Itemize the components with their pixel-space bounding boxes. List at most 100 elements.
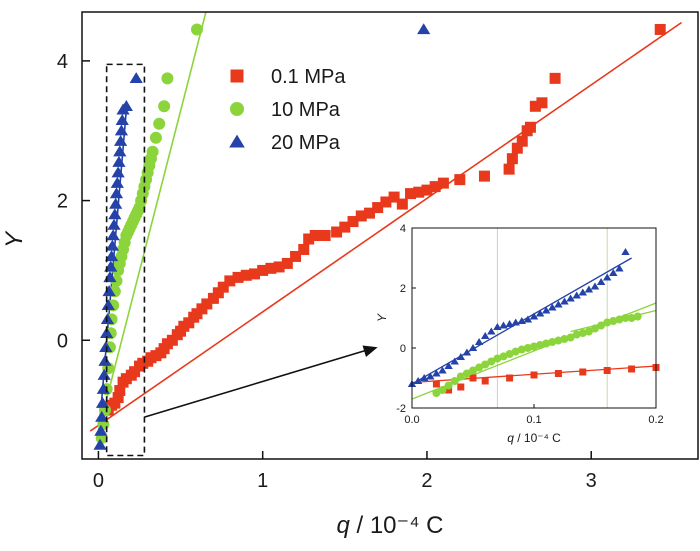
x-tick-label: 1 <box>257 470 268 492</box>
inset-data-point-20-mpa <box>438 366 447 374</box>
inset-x-tick-label: 0.2 <box>648 414 663 426</box>
data-point-0-1-mpa <box>549 72 561 84</box>
main-axis-ticks: 0 1 2 3 0 2 4 <box>57 51 597 492</box>
inset-data-point-20-mpa <box>572 291 581 299</box>
data-point-0-1-mpa <box>298 243 310 255</box>
inset-data-point-0-1-mpa <box>457 383 465 391</box>
inset-data-point-10-mpa <box>499 352 508 361</box>
inset-data-point-20-mpa <box>432 369 441 377</box>
inset-data-point-10-mpa <box>627 314 636 322</box>
inset-data-point-20-mpa <box>584 285 594 293</box>
data-point-20-mpa <box>102 285 116 297</box>
inset-data-point-10-mpa <box>444 381 453 390</box>
inset-data-point-10-mpa <box>438 386 447 394</box>
inset-data-point-0-1-mpa <box>579 368 587 376</box>
inset-data-point-20-mpa <box>560 297 569 305</box>
data-point-0-1-mpa <box>114 385 126 397</box>
x-tick-label: 3 <box>586 470 597 492</box>
legend: 0.1 MPa 10 MPa 20 MPa <box>229 66 346 154</box>
inset-data-point-10-mpa <box>554 336 563 345</box>
data-point-0-1-mpa <box>421 184 433 196</box>
legend-entry: 0.1 MPa <box>271 66 346 88</box>
x-tick-label: 0 <box>93 470 104 492</box>
data-point-20-mpa <box>104 250 119 262</box>
inset-data-point-0-1-mpa <box>469 374 477 382</box>
inset-data-point-20-mpa <box>535 309 545 317</box>
inset-data-point-0-1-mpa <box>603 367 611 374</box>
legend-marker <box>230 102 244 116</box>
data-point-0-1-mpa <box>388 191 400 203</box>
inset-data-point-10-mpa <box>517 345 526 354</box>
data-point-0-1-mpa <box>363 207 375 219</box>
data-point-0-1-mpa <box>207 292 219 304</box>
data-point-20-mpa <box>111 166 125 178</box>
x-tick-label: 2 <box>421 470 432 492</box>
data-point-20-mpa <box>104 260 118 272</box>
y-tick-label: 4 <box>57 51 68 73</box>
data-point-10-mpa <box>153 117 166 130</box>
inset-data-point-20-mpa <box>444 362 453 369</box>
inset-y-tick-label: 0 <box>400 343 406 355</box>
inset-data-point-20-mpa <box>548 303 557 311</box>
inset-data-point-20-mpa <box>487 327 496 335</box>
inset-data-point-10-mpa <box>542 339 551 348</box>
data-point-20-mpa <box>107 218 121 230</box>
zoom-arrow-head <box>362 345 378 358</box>
data-point-0-1-mpa <box>309 230 321 241</box>
main-plot: 0 1 2 3 0 2 4 0.1 MPa 10 MPa 20 MPa Y q / 10⁻⁴ C <box>1 11 699 539</box>
inset-data-point-0-1-mpa <box>530 371 538 379</box>
inset-data-point-10-mpa <box>493 354 502 363</box>
legend-marker <box>229 134 245 148</box>
data-point-0-1-mpa <box>303 233 315 245</box>
zoom-arrow <box>144 348 370 418</box>
data-point-10-mpa <box>158 100 171 113</box>
data-point-0-1-mpa <box>166 334 178 346</box>
data-point-0-1-mpa <box>380 196 392 208</box>
inset-data-point-0-1-mpa <box>628 365 636 373</box>
data-point-0-1-mpa <box>273 261 285 273</box>
data-point-20-mpa <box>113 145 127 157</box>
inset-data-point-20-mpa <box>609 269 618 276</box>
data-point-0-1-mpa <box>281 257 293 269</box>
inset-data-point-20-mpa <box>523 315 533 323</box>
inset-data-point-10-mpa <box>505 350 514 358</box>
inset-data-point-10-mpa <box>603 318 612 327</box>
inset-data-point-20-mpa <box>590 282 600 290</box>
inset-data-point-20-mpa <box>474 338 484 345</box>
inset-data-points <box>407 248 660 397</box>
data-point-0-1-mpa <box>529 100 541 112</box>
inset-data-point-10-mpa <box>469 366 477 375</box>
inset-data-point-10-mpa <box>530 342 538 351</box>
inset-data-point-10-mpa <box>572 330 581 339</box>
data-point-0-1-mpa <box>347 216 359 228</box>
data-point-0-1-mpa <box>319 230 331 241</box>
inset-data-point-20-mpa <box>481 332 490 339</box>
inset-data-point-10-mpa <box>523 344 532 352</box>
data-point-20-mpa <box>93 438 107 450</box>
data-point-10-mpa <box>190 23 203 36</box>
data-point-0-1-mpa <box>212 287 224 299</box>
data-point-10-mpa <box>149 131 162 144</box>
inset-x-axis-label: q / 10⁻⁴ C <box>507 431 561 445</box>
inset-data-point-20-mpa <box>529 312 539 320</box>
inset-y-tick-label: 2 <box>400 283 406 295</box>
inset-data-point-10-mpa <box>566 333 575 342</box>
inset-data-point-0-1-mpa <box>481 377 489 385</box>
inset-data-point-10-mpa <box>609 317 618 325</box>
inset-x-tick-label: 0.1 <box>526 414 541 426</box>
inset-guide-lines <box>496 228 608 408</box>
inset-data-point-10-mpa <box>597 321 606 330</box>
data-point-20-mpa <box>129 72 143 84</box>
data-point-0-1-mpa <box>339 221 351 233</box>
data-point-0-1-mpa <box>129 366 141 378</box>
data-point-20-mpa <box>100 313 115 325</box>
data-point-0-1-mpa <box>536 97 548 109</box>
legend-marker <box>230 69 244 83</box>
inset-data-point-10-mpa <box>548 338 557 346</box>
inset-data-point-0-1-mpa <box>445 386 453 394</box>
inset-data-point-20-mpa <box>462 348 472 356</box>
data-point-0-1-mpa <box>183 317 195 329</box>
inset-data-point-20-mpa <box>413 377 423 384</box>
data-point-20-mpa <box>110 176 124 188</box>
